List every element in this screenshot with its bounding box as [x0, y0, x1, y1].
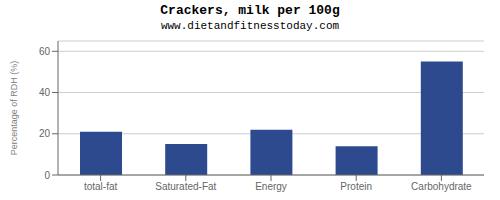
svg-text:40: 40	[39, 87, 51, 98]
svg-text:Percentage of RDH (%): Percentage of RDH (%)	[9, 61, 19, 156]
svg-text:60: 60	[39, 46, 51, 57]
html-text:Crackers, milk per 100g: Crackers, milk per 100g	[160, 3, 340, 18]
svg-text:0: 0	[44, 170, 50, 181]
svg-text:Protein: Protein	[340, 181, 372, 192]
svg-text:Energy: Energy	[255, 181, 287, 192]
svg-text:20: 20	[39, 128, 51, 139]
svg-text:Saturated-Fat: Saturated-Fat	[155, 181, 216, 192]
svg-text:Carbohydrate: Carbohydrate	[411, 181, 472, 192]
svg-text:total-fat: total-fat	[84, 181, 118, 192]
html-text:www.dietandfitnesstoday.com: www.dietandfitnesstoday.com	[160, 20, 340, 32]
